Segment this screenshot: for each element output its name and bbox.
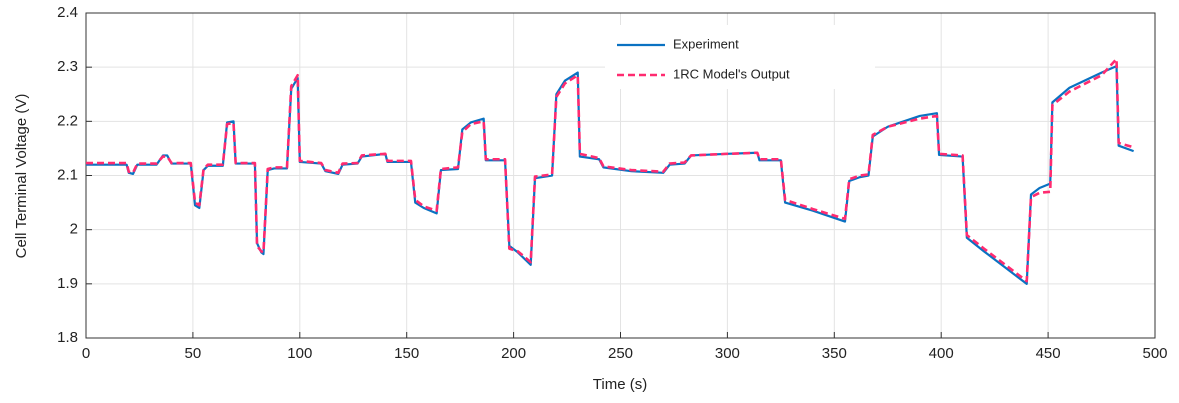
x-tick-label: 100 <box>287 345 312 362</box>
legend-label: 1RC Model's Output <box>673 66 790 81</box>
x-tick-label: 500 <box>1142 345 1167 362</box>
x-tick-label: 400 <box>929 345 954 362</box>
x-tick-label: 450 <box>1036 345 1061 362</box>
y-tick-label: 2.1 <box>57 166 78 183</box>
x-tick-label: 200 <box>501 345 526 362</box>
y-tick-label: 1.8 <box>57 329 78 346</box>
data-line <box>86 57 1134 283</box>
x-tick-label: 350 <box>822 345 847 362</box>
x-axis-label: Time (s) <box>593 376 647 393</box>
y-tick-label: 1.9 <box>57 275 78 292</box>
y-tick-label: 2.3 <box>57 58 78 75</box>
y-tick-label: 2.2 <box>57 112 78 129</box>
y-axis-label: Cell Terminal Voltage (V) <box>13 94 30 259</box>
x-tick-label: 50 <box>185 345 202 362</box>
legend-box <box>605 25 875 89</box>
x-tick-label: 300 <box>715 345 740 362</box>
y-tick-label: 2 <box>70 221 78 238</box>
y-tick-label: 2.4 <box>57 4 78 21</box>
legend-label: Experiment <box>673 36 739 51</box>
axes-box <box>85 12 1156 339</box>
x-tick-label: 150 <box>394 345 419 362</box>
x-tick-label: 250 <box>608 345 633 362</box>
x-tick-label: 0 <box>82 345 90 362</box>
